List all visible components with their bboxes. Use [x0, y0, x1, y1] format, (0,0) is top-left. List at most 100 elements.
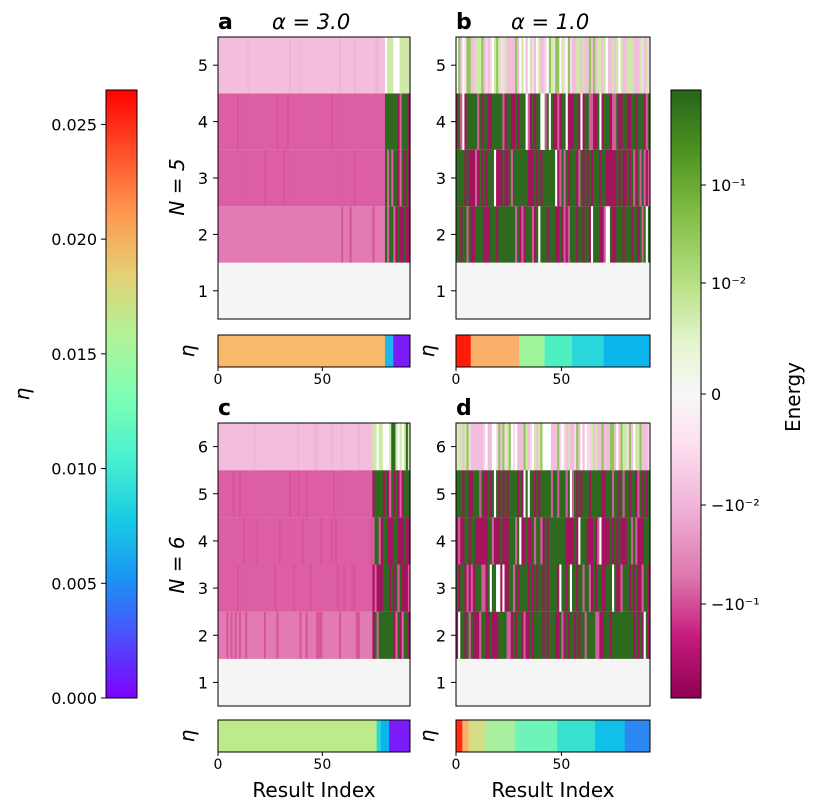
heatmap-cell	[353, 517, 357, 565]
heatmap-cell	[255, 149, 259, 207]
heatmap-cell	[374, 517, 378, 565]
heatmap-cell	[274, 206, 278, 263]
heatmap-cell	[349, 611, 353, 659]
heatmap-cell	[263, 93, 267, 150]
heatmap-cell	[510, 93, 514, 150]
heatmap-cell	[282, 423, 286, 471]
heatmap-cell	[540, 262, 544, 319]
heatmap-cell	[586, 149, 590, 207]
heatmap-cell	[240, 611, 244, 659]
heatmap-cell	[295, 262, 298, 319]
heatmap-cell	[515, 517, 518, 565]
heatmap-cell	[238, 149, 242, 207]
heatmap-cell	[218, 37, 221, 94]
heatmap-cell	[512, 517, 516, 565]
heatmap-cell	[555, 206, 558, 263]
heatmap-cell	[557, 658, 560, 706]
heatmap-cell	[553, 262, 556, 319]
heatmap-cell	[483, 611, 487, 659]
heatmap-cell	[563, 470, 567, 518]
heatmap-cell	[249, 262, 252, 319]
heatmap-cell	[274, 470, 278, 518]
heatmap-cell	[637, 206, 641, 263]
heatmap-cell	[464, 470, 468, 518]
heatmap-cell	[609, 611, 613, 659]
heatmap-cell	[374, 149, 378, 207]
heatmap-cell	[359, 423, 363, 471]
row-tick-label: 5	[198, 56, 208, 75]
heatmap-cell	[595, 262, 598, 319]
heatmap-cell	[291, 517, 294, 565]
heatmap-cell	[297, 37, 300, 94]
heatmap-cell	[291, 262, 294, 319]
heatmap-cell	[384, 149, 388, 207]
heatmap-frame	[455, 36, 651, 320]
energy-colorbar: 10⁻¹10⁻²0−10⁻²−10⁻¹ Energy	[670, 89, 805, 699]
heatmap-cell	[641, 517, 645, 565]
heatmap-cell	[576, 93, 579, 150]
heatmap-cell	[479, 206, 482, 263]
heatmap-cell	[247, 564, 250, 612]
heatmap-cell	[314, 517, 317, 565]
heatmap-cell	[357, 93, 361, 150]
heatmap-cell	[496, 262, 499, 319]
heatmap-cell	[536, 564, 539, 612]
heatmap-cell	[393, 206, 396, 263]
heatmap-cell	[622, 149, 626, 207]
heatmap-cell	[307, 93, 311, 150]
heatmap-cell	[614, 564, 617, 612]
heatmap-cell	[349, 423, 353, 471]
heatmap-cell	[228, 93, 232, 150]
heatmap-cell	[456, 37, 459, 94]
heatmap-cell	[282, 517, 286, 565]
heatmap-cell	[616, 206, 619, 263]
heatmap-cell	[607, 470, 611, 518]
heatmap-cell	[563, 206, 567, 263]
heatmap-cell	[529, 611, 533, 659]
heatmap-cell	[584, 93, 588, 150]
heatmap-cell	[268, 658, 271, 706]
eta-strip-xtick-label: 50	[313, 372, 331, 388]
heatmap-cell	[500, 658, 503, 706]
heatmap-cell	[345, 470, 348, 518]
heatmap-cell	[519, 611, 522, 659]
heatmap-cell	[578, 517, 582, 565]
heatmap-cell	[280, 517, 284, 565]
heatmap-cell	[362, 149, 365, 207]
heatmap-cell	[474, 423, 478, 471]
heatmap-cell	[571, 564, 575, 612]
heatmap-cell	[288, 149, 292, 207]
heatmap-cell	[368, 517, 371, 565]
heatmap-cell	[286, 262, 290, 319]
heatmap-cell	[351, 423, 355, 471]
heatmap-cell	[347, 611, 351, 659]
heatmap-cell	[565, 37, 569, 94]
heatmap-cell	[576, 564, 579, 612]
heatmap-cell	[544, 149, 548, 207]
heatmap-cell	[311, 262, 315, 319]
heatmap-cell	[293, 564, 296, 612]
heatmap-cell	[481, 149, 485, 207]
heatmap-cell	[299, 658, 303, 706]
heatmap-cell	[546, 611, 550, 659]
heatmap-cell	[245, 149, 248, 207]
heatmap-cell	[226, 93, 230, 150]
heatmap-cell	[295, 611, 298, 659]
heatmap-cell	[555, 611, 558, 659]
heatmap-cell	[637, 658, 641, 706]
heatmap-cell	[466, 423, 470, 471]
heatmap-cell	[569, 564, 573, 612]
heatmap-cell	[487, 262, 491, 319]
heatmap-cell	[582, 149, 586, 207]
heatmap-cell	[470, 206, 474, 263]
heatmap-cell	[226, 658, 230, 706]
heatmap-cell	[280, 37, 284, 94]
heatmap-cell	[403, 37, 407, 94]
heatmap-cell	[582, 517, 586, 565]
heatmap-cell	[544, 611, 548, 659]
heatmap-cell	[521, 206, 525, 263]
heatmap-cell	[359, 658, 363, 706]
heatmap-cell	[534, 37, 537, 94]
heatmap-cell	[607, 93, 611, 150]
heatmap-cell	[330, 658, 334, 706]
